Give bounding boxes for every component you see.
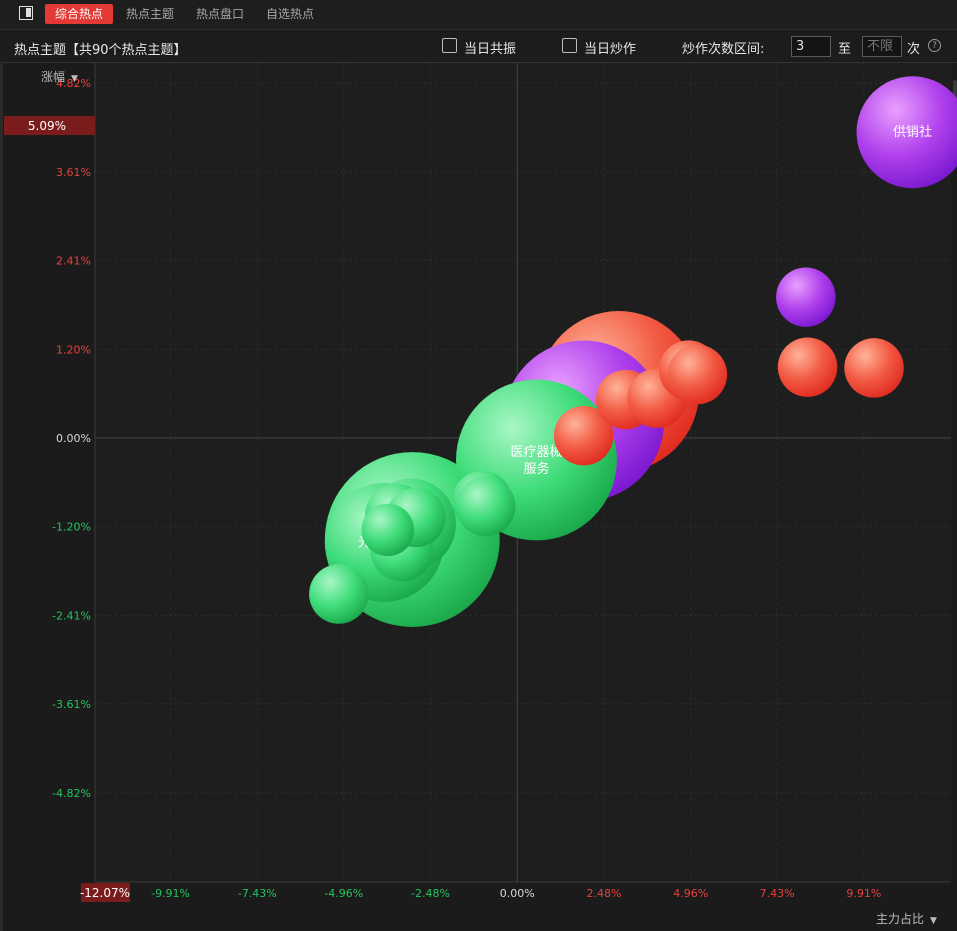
bubble-point[interactable] <box>844 338 904 398</box>
x-min-label: -12.07% <box>80 886 130 900</box>
x-tick-label: -9.91% <box>151 887 190 900</box>
range-from-input[interactable] <box>791 36 831 57</box>
x-tick-label: -2.48% <box>411 887 450 900</box>
x-tick-label: -4.96% <box>324 887 363 900</box>
y-tick-label: 4.82% <box>56 77 91 90</box>
bubble-point[interactable] <box>777 337 838 397</box>
x-axis-metric-label: 主力占比 <box>876 912 925 926</box>
y-tick-label: -2.41% <box>52 609 91 622</box>
y-tick-label: -1.20% <box>52 520 91 533</box>
range-label: 炒作次数区间: <box>682 42 765 57</box>
bubble-point[interactable] <box>309 564 369 624</box>
bubble-point[interactable] <box>776 267 836 327</box>
range-to-input[interactable] <box>862 36 902 57</box>
bubble-0[interactable] <box>856 76 957 189</box>
tab-hot-topics[interactable]: 热点主题 <box>126 7 175 21</box>
range-separator: 至 <box>838 42 852 57</box>
y-axis-metric-label: 涨幅 <box>41 70 66 84</box>
range-unit: 次 <box>907 42 921 57</box>
x-tick-label: 7.43% <box>760 887 795 900</box>
y-max-marker <box>4 116 95 135</box>
x-tick-label: 4.96% <box>673 887 708 900</box>
hype-checkbox-label[interactable]: 当日炒作 <box>584 42 637 57</box>
y-tick-label: -3.61% <box>52 698 91 711</box>
y-tick-label: -4.82% <box>52 787 91 800</box>
section-title: 热点主题【共90个热点主题】 <box>14 43 187 58</box>
x-tick-label: 0.00% <box>500 887 535 900</box>
y-tick-label: 1.20% <box>56 344 91 357</box>
y-axis-metric-select[interactable]: 涨幅 ▼ <box>41 68 78 85</box>
bubble-point[interactable] <box>456 476 516 537</box>
tab-hot-board[interactable]: 热点盘口 <box>196 7 245 21</box>
bubble-point[interactable] <box>667 344 728 405</box>
x-tick-label: -7.43% <box>238 887 277 900</box>
y-tick-label: 0.00% <box>56 432 91 445</box>
resonance-checkbox-label[interactable]: 当日共振 <box>464 42 517 57</box>
x-tick-label: 9.91% <box>846 887 881 900</box>
hype-checkbox[interactable] <box>562 38 577 53</box>
x-min-marker <box>81 883 130 902</box>
y-tick-label: 3.61% <box>56 166 91 179</box>
caret-down-icon: ▼ <box>71 74 78 84</box>
panel-toggle-icon[interactable] <box>19 6 33 20</box>
top-tab-bar: 综合热点 热点主题 热点盘口 自选热点 <box>0 0 957 30</box>
y-tick-label: 2.41% <box>56 254 91 267</box>
resonance-checkbox[interactable] <box>442 38 457 53</box>
tab-comprehensive-hotspot[interactable]: 综合热点 <box>45 4 114 24</box>
x-tick-label: 2.48% <box>587 887 622 900</box>
left-edge <box>0 62 3 931</box>
filter-bar: 热点主题【共90个热点主题】 当日共振 当日炒作 炒作次数区间: 至 次 ? <box>0 30 957 63</box>
scrollbar-thumb[interactable] <box>953 80 957 110</box>
x-axis-metric-select[interactable]: 主力占比 ▼ <box>876 910 937 927</box>
help-icon[interactable]: ? <box>928 39 941 52</box>
bubble-point[interactable] <box>553 405 614 466</box>
bubble-label: 医疗器械服务 <box>510 445 562 477</box>
caret-down-icon: ▼ <box>930 916 937 926</box>
bubble-label: 供销社 <box>893 124 932 140</box>
tab-watchlist-hotspot[interactable]: 自选热点 <box>266 7 315 21</box>
y-max-label: 5.09% <box>28 119 66 133</box>
bubble-point[interactable] <box>361 503 415 557</box>
